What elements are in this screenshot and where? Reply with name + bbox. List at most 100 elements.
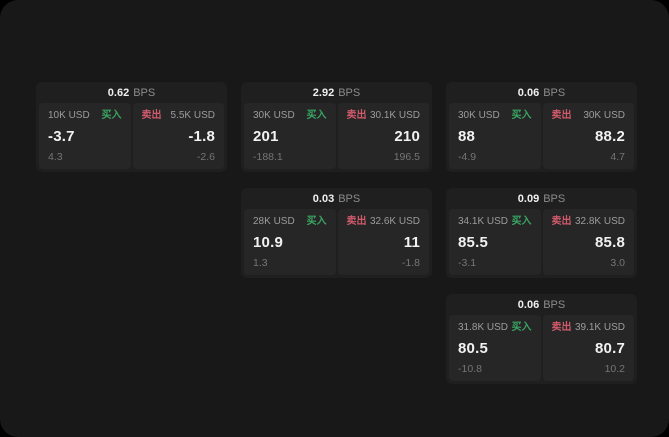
buy-side-label: 买入 [511,322,532,333]
buy-side-label: 买入 [511,216,532,227]
bps-unit-label: BPS [133,86,156,99]
sell-panel-top: 卖出 32.8K USD [552,216,626,228]
card-header: 0.06 BPS [446,82,637,103]
sell-price: 85.8 [595,234,625,251]
card-header: 0.09 BPS [446,188,637,209]
bps-value: 0.06 [517,298,540,311]
buy-panel[interactable]: 30K USD 买入 201 -188.1 [244,103,336,169]
sell-size: 30K USD [583,110,625,121]
quote-card: 0.06 BPS 31.8K USD 买入 80.5 -10.8 卖出 39.1… [446,294,637,384]
buy-panel[interactable]: 28K USD 买入 10.9 1.3 [244,209,336,275]
buy-size: 30K USD [458,110,500,121]
buy-size: 34.1K USD [458,216,509,227]
bps-value: 0.03 [312,192,335,205]
sell-side-label: 卖出 [346,110,367,121]
buy-sub-value: -4.9 [458,151,477,163]
sell-panel[interactable]: 卖出 39.1K USD 80.7 10.2 [542,315,634,381]
sell-side-label: 卖出 [551,322,572,333]
card-header: 2.92 BPS [241,82,432,103]
sell-panel-top: 卖出 5.5K USD [142,110,216,122]
bps-unit-label: BPS [543,192,566,205]
buy-sub-value: 1.3 [253,257,268,269]
sell-price: 88.2 [595,128,625,145]
sell-size: 32.8K USD [574,216,625,227]
buy-panel[interactable]: 34.1K USD 买入 85.5 -3.1 [449,209,541,275]
buy-size: 30K USD [253,110,295,121]
sell-panel-top: 卖出 30.1K USD [347,110,421,122]
sell-price: -1.8 [188,128,215,145]
buy-panel[interactable]: 31.8K USD 买入 80.5 -10.8 [449,315,541,381]
quote-card: 0.09 BPS 34.1K USD 买入 85.5 -3.1 卖出 32.8K… [446,188,637,278]
buy-sub-value: -3.1 [458,257,477,269]
buy-panel[interactable]: 30K USD 买入 88 -4.9 [449,103,541,169]
sell-panel[interactable]: 卖出 32.6K USD 11 -1.8 [337,209,429,275]
buy-side-label: 买入 [306,110,327,121]
sell-sub-value: 10.2 [604,363,625,375]
sell-size: 32.6K USD [369,216,420,227]
buy-price: -3.7 [48,128,75,145]
buy-sub-value: -188.1 [253,151,283,163]
buy-size: 28K USD [253,216,295,227]
sell-panel-top: 卖出 39.1K USD [552,322,626,334]
sell-size: 39.1K USD [574,322,625,333]
bps-unit-label: BPS [543,86,566,99]
bps-unit-label: BPS [543,298,566,311]
bps-value: 0.62 [107,86,130,99]
sell-size: 5.5K USD [170,110,215,121]
sell-side-label: 卖出 [141,110,162,121]
sell-price: 11 [403,234,420,251]
buy-price: 88 [458,128,476,145]
buy-panel-top: 30K USD 买入 [458,110,532,122]
buy-size: 31.8K USD [458,322,509,333]
sell-sub-value: -1.8 [401,257,420,269]
buy-panel-top: 10K USD 买入 [48,110,122,122]
sell-side-label: 卖出 [551,216,572,227]
card-header: 0.03 BPS [241,188,432,209]
quote-panels: 28K USD 买入 10.9 1.3 卖出 32.6K USD 11 -1.8 [241,209,432,278]
buy-size: 10K USD [48,110,90,121]
quote-card: 0.03 BPS 28K USD 买入 10.9 1.3 卖出 32.6K US… [241,188,432,278]
quote-panels: 30K USD 买入 201 -188.1 卖出 30.1K USD 210 1… [241,103,432,172]
bps-unit-label: BPS [338,192,361,205]
buy-price: 10.9 [253,234,283,251]
sell-price: 80.7 [595,340,625,357]
buy-panel[interactable]: 10K USD 买入 -3.7 4.3 [39,103,131,169]
buy-panel-top: 30K USD 买入 [253,110,327,122]
buy-price: 85.5 [458,234,488,251]
quote-panels: 34.1K USD 买入 85.5 -3.1 卖出 32.8K USD 85.8… [446,209,637,278]
card-header: 0.62 BPS [36,82,227,103]
buy-price: 201 [253,128,279,145]
buy-panel-top: 34.1K USD 买入 [458,216,532,228]
sell-sub-value: 4.7 [610,151,625,163]
sell-sub-value: 196.5 [393,151,420,163]
bps-unit-label: BPS [338,86,361,99]
sell-panel[interactable]: 卖出 30K USD 88.2 4.7 [542,103,634,169]
sell-panel[interactable]: 卖出 5.5K USD -1.8 -2.6 [132,103,224,169]
quote-card: 0.06 BPS 30K USD 买入 88 -4.9 卖出 30K USD 8… [446,82,637,172]
sell-panel[interactable]: 卖出 30.1K USD 210 196.5 [337,103,429,169]
buy-panel-top: 31.8K USD 买入 [458,322,532,334]
bps-value: 0.09 [517,192,540,205]
buy-side-label: 买入 [306,216,327,227]
buy-sub-value: 4.3 [48,151,63,163]
sell-panel-top: 卖出 32.6K USD [347,216,421,228]
card-header: 0.06 BPS [446,294,637,315]
buy-panel-top: 28K USD 买入 [253,216,327,228]
quote-card: 0.62 BPS 10K USD 买入 -3.7 4.3 卖出 5.5K USD… [36,82,227,172]
bps-value: 0.06 [517,86,540,99]
sell-size: 30.1K USD [369,110,420,121]
quote-panels: 31.8K USD 买入 80.5 -10.8 卖出 39.1K USD 80.… [446,315,637,384]
buy-sub-value: -10.8 [458,363,482,375]
sell-sub-value: 3.0 [610,257,625,269]
buy-price: 80.5 [458,340,488,357]
quote-panels: 30K USD 买入 88 -4.9 卖出 30K USD 88.2 4.7 [446,103,637,172]
sell-sub-value: -2.6 [196,151,215,163]
sell-panel[interactable]: 卖出 32.8K USD 85.8 3.0 [542,209,634,275]
sell-price: 210 [394,128,420,145]
sell-side-label: 卖出 [551,110,572,121]
quote-panels: 10K USD 买入 -3.7 4.3 卖出 5.5K USD -1.8 -2.… [36,103,227,172]
bps-value: 2.92 [312,86,335,99]
buy-side-label: 买入 [511,110,532,121]
quote-grid: 0.62 BPS 10K USD 买入 -3.7 4.3 卖出 5.5K USD… [36,82,637,384]
